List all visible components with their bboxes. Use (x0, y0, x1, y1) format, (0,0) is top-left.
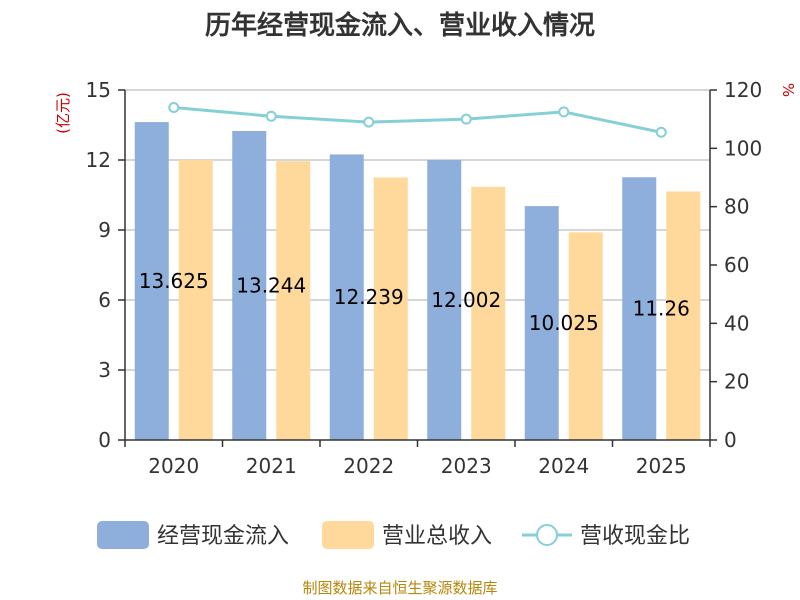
left-tick-label: 12 (86, 148, 111, 172)
legend-swatch-revenue (322, 521, 374, 549)
bar-revenue (178, 160, 213, 440)
left-tick-label: 0 (98, 428, 111, 452)
ratio-point (655, 126, 667, 138)
data-label: 12.002 (431, 288, 501, 312)
bar-cash-inflow (427, 159, 462, 440)
bar-cash-inflow (134, 122, 169, 440)
x-tick-label: 2025 (636, 454, 687, 478)
bar-cash-inflow (622, 177, 657, 440)
x-tick-label: 2021 (246, 454, 297, 478)
right-tick-label: 60 (724, 253, 749, 277)
x-tick-label: 2024 (538, 454, 589, 478)
left-tick-label: 6 (98, 288, 111, 312)
right-tick-label: 40 (724, 311, 749, 335)
ratio-line (168, 102, 667, 138)
ratio-polyline (173, 106, 662, 134)
right-tick-label: 100 (724, 136, 762, 160)
x-tick-label: 2023 (441, 454, 492, 478)
bar-cash-inflow (329, 154, 364, 440)
legend-label-cash-inflow: 经营现金流入 (157, 524, 289, 549)
legend: 经营现金流入 营业总收入 营收现金比 (97, 521, 690, 549)
bar-revenue (373, 177, 408, 440)
ratio-point (460, 113, 472, 125)
legend-swatch-cash-inflow (97, 521, 149, 549)
legend-marker-ratio (536, 524, 558, 546)
data-label: 11.26 (633, 297, 690, 321)
data-source: 制图数据来自恒生聚源数据库 (302, 579, 497, 597)
axes: 0 3 6 9 12 15 0 20 40 60 80 100 120 2020 2021 2022 2023 2… (86, 78, 763, 478)
gridlines (125, 89, 710, 371)
bar-revenue (471, 186, 506, 440)
legend-label-revenue: 营业总收入 (382, 524, 492, 549)
data-label: 10.025 (529, 311, 599, 335)
data-label: 13.244 (236, 273, 306, 297)
right-axis-unit: % (779, 83, 797, 97)
right-tick-label: 0 (724, 428, 737, 452)
data-label: 12.239 (334, 285, 404, 309)
data-labels: 13.625 13.244 12.239 12.002 10.025 11.26 (139, 269, 690, 335)
left-tick-label: 15 (86, 78, 111, 102)
bars (134, 122, 701, 440)
legend-label-ratio: 营收现金比 (580, 524, 690, 549)
right-tick-label: 80 (724, 195, 749, 219)
ratio-point (558, 106, 570, 118)
bar-revenue (568, 232, 603, 440)
bar-cash-inflow (524, 206, 559, 440)
x-tick-label: 2020 (148, 454, 199, 478)
bar-revenue (276, 161, 311, 440)
left-tick-label: 9 (98, 218, 111, 242)
chart-title: 历年经营现金流入、营业收入情况 (205, 10, 595, 41)
data-label: 13.625 (139, 269, 209, 293)
bar-revenue (666, 191, 701, 440)
ratio-point (168, 102, 180, 113)
x-tick-label: 2022 (343, 454, 394, 478)
ratio-point (363, 116, 375, 128)
right-tick-label: 120 (724, 78, 762, 102)
left-axis-unit: (亿元) (54, 92, 72, 134)
ratio-point (265, 110, 277, 122)
right-tick-label: 20 (724, 370, 749, 394)
bar-cash-inflow (232, 130, 267, 440)
left-tick-label: 3 (98, 358, 111, 382)
